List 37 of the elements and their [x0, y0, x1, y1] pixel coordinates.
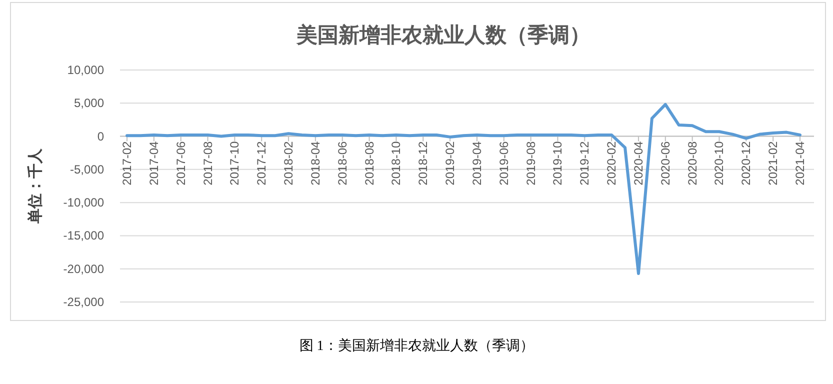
x-tick-label: 2018-04 [308, 140, 322, 186]
x-tick-label: 2017-02 [120, 140, 134, 186]
y-tick-label: -25,000 [63, 295, 104, 309]
x-tick-label: 2020-06 [658, 140, 672, 186]
x-tick-label: 2019-06 [496, 140, 511, 186]
x-tick-label: 2020-08 [685, 140, 700, 186]
chart-title: 美国新增非农就业人数（季调） [296, 23, 590, 47]
y-tick-label: 5,000 [74, 96, 104, 110]
y-tick-label: 10,000 [67, 63, 104, 77]
y-axis-title: 单位：千人 [27, 148, 44, 224]
x-tick-label: 2018-08 [362, 140, 376, 186]
x-tick-label: 2020-10 [712, 140, 726, 186]
x-tick-label: 2019-02 [443, 140, 458, 186]
x-tick-label: 2020-12 [739, 140, 754, 186]
x-tick-label: 2018-06 [335, 140, 350, 186]
y-tick-label: -15,000 [63, 228, 104, 243]
y-tick-label: 0 [97, 129, 104, 144]
x-tick-label: 2018-12 [416, 140, 430, 186]
x-tick-label: 2017-10 [228, 140, 242, 186]
x-tick-label: 2017-04 [146, 140, 161, 186]
x-tick-label: 2019-04 [470, 140, 484, 186]
y-tick-label: -5,000 [70, 162, 104, 176]
x-tick-label: 2019-12 [578, 140, 592, 186]
caption: 图 1：美国新增非农就业人数（季调） [299, 338, 534, 354]
x-tick-label: 2020-04 [631, 140, 646, 186]
x-tick-label: 2017-06 [174, 140, 188, 186]
x-tick-label: 2021-02 [766, 140, 780, 186]
y-tick-label: -10,000 [63, 196, 104, 210]
x-tick-label: 2018-10 [389, 140, 404, 186]
x-tick-label: 2019-10 [550, 140, 565, 186]
x-tick-label: 2020-02 [604, 140, 619, 186]
x-tick-label: 2018-02 [282, 140, 296, 186]
y-tick-label: -20,000 [63, 262, 104, 276]
x-tick-label: 2017-12 [254, 140, 269, 186]
x-tick-label: 2019-08 [524, 140, 538, 186]
x-tick-label: 2021-04 [793, 140, 807, 186]
x-tick-label: 2017-08 [200, 140, 215, 186]
